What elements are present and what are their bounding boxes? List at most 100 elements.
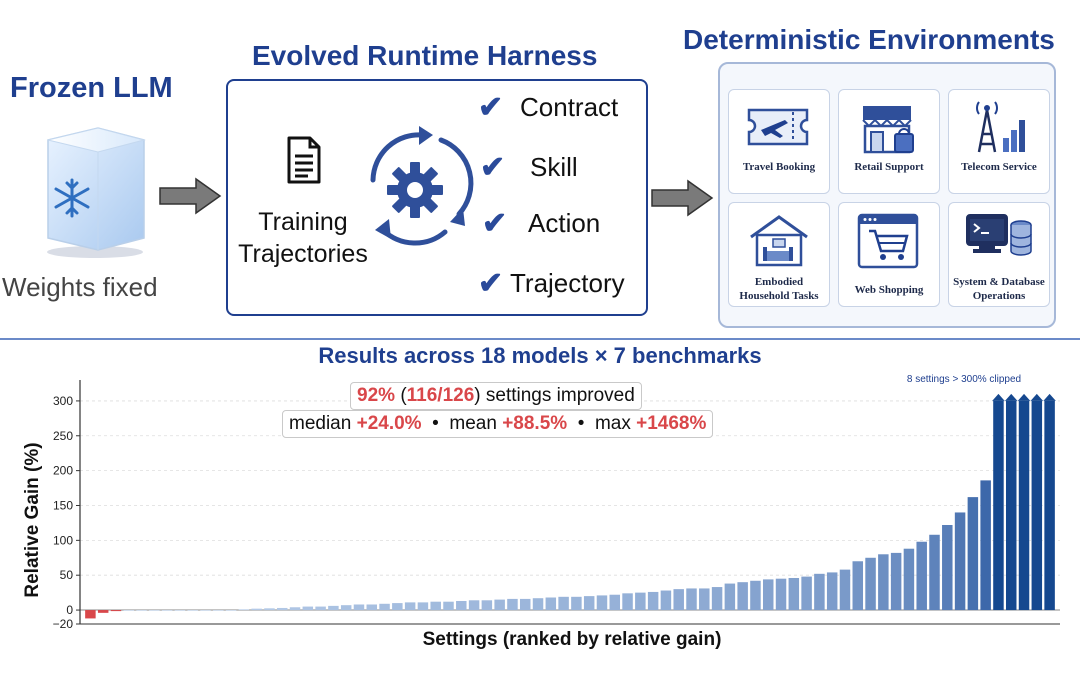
stats-box: median +24.0% • mean +88.5% • max +1468% [282,410,714,438]
gain-bar [200,610,211,611]
clip-marker [1004,393,1018,401]
gain-bar [980,480,991,611]
gain-bar [839,569,851,611]
check-label: Skill [530,152,578,182]
env-card-telecom-service: Telecom Service [948,89,1050,194]
gain-bar [225,610,237,611]
gain-bar [136,610,147,611]
gain-bar [149,610,160,611]
env-label: Telecom Service [961,161,1037,173]
gain-bar [328,605,339,611]
weights-fixed-caption: Weights fixed [2,272,158,302]
frozen-llm-title: Frozen LLM [10,72,173,104]
gain-bar [878,554,889,611]
env-label: Embodied Household Tasks [739,276,819,302]
training-trajectories-label: Training Trajectories [238,208,368,268]
x-axis-label: Settings (ranked by relative gain) [423,629,722,650]
gain-bar [660,590,672,611]
gain-bar [929,534,940,611]
clipped-bar [993,400,1004,611]
gain-bar [519,598,531,611]
gain-bar [366,604,378,611]
storefront-icon [862,106,914,154]
summary-open-paren: ( [400,385,407,406]
gain-bar [187,610,198,611]
y-tick-label: 200 [53,464,73,478]
gain-bar [430,601,441,611]
gain-bar [890,552,902,611]
gain-bar [110,610,122,612]
y-tick-label: 150 [53,498,73,512]
document-icon [287,136,321,184]
gain-bar [852,561,864,611]
gain-bar [302,606,314,611]
gain-bar [724,583,736,611]
gain-bar [737,582,748,611]
gain-bar [635,592,646,611]
gain-bar [967,497,979,611]
plane-ticket-icon [747,108,809,146]
results-title: Results across 18 models × 7 benchmarks [318,343,762,368]
gain-bar [123,610,135,611]
env-label: Retail Support [854,161,924,173]
clip-marker [1017,393,1031,401]
check-item-trajectory: ✔ Trajectory [478,266,625,301]
y-tick-label: 50 [60,568,74,582]
gain-bar [916,541,927,611]
y-tick-label: 300 [53,394,73,408]
env-card-household-tasks: Embodied Household Tasks [728,202,830,307]
clip-note: 8 settings > 300% clipped [907,374,1021,385]
gain-bar [750,580,761,611]
check-item-action: ✔ Action [482,206,600,241]
harness-title: Evolved Runtime Harness [252,40,598,71]
mean-label: mean [449,413,497,434]
gain-bar [481,600,493,611]
check-item-contract: ✔ Contract [478,90,618,125]
gain-bar [865,557,876,611]
gain-bar [558,596,569,611]
gain-bar [673,589,684,611]
summary-count: 116/126 [406,385,475,406]
checkmark-icon: ✔ [478,267,504,300]
gain-bar [276,607,288,611]
median-value: +24.0% [356,413,422,434]
check-label: Trajectory [510,268,625,298]
clip-marker [992,393,1005,401]
env-label: System & Database Operations [953,276,1045,302]
gain-bar [161,610,173,611]
environments-title: Deterministic Environments [683,24,1055,55]
gain-bar [954,512,966,611]
shopping-cart-icon [857,213,919,269]
gain-bar [903,548,915,611]
gain-bar [456,600,467,611]
gain-bar [647,591,659,611]
harness-box [226,79,648,316]
max-label: max [594,413,631,434]
checkmark-icon: ✔ [478,91,504,124]
environments-panel: Travel Booking Retail Support Telecom Se… [718,62,1056,328]
y-tick-label: 100 [53,533,73,547]
summary-text: ) settings improved [474,385,635,406]
clipped-bar [1044,400,1055,611]
mean-value: +88.5% [502,413,568,434]
y-axis-label: Relative Gain (%) [22,442,43,597]
env-card-system-database: System & Database Operations [948,202,1050,307]
checkmark-icon: ✔ [480,151,506,184]
bullet: • [577,413,585,434]
env-card-travel-booking: Travel Booking [728,89,830,194]
gain-bar [609,594,621,611]
gain-bar [213,610,224,611]
gain-bar [468,600,480,611]
gain-bar [711,587,723,611]
gain-bar [238,609,250,611]
gain-bar [762,579,774,611]
y-tick-label: 250 [53,429,73,443]
summary-percent: 92% [357,385,396,406]
arrow-right-icon [159,177,222,215]
check-label: Contract [520,92,619,122]
gain-bar [801,576,812,611]
gain-bar [353,604,365,611]
gain-bar [174,610,186,611]
median-label: median [289,413,352,434]
